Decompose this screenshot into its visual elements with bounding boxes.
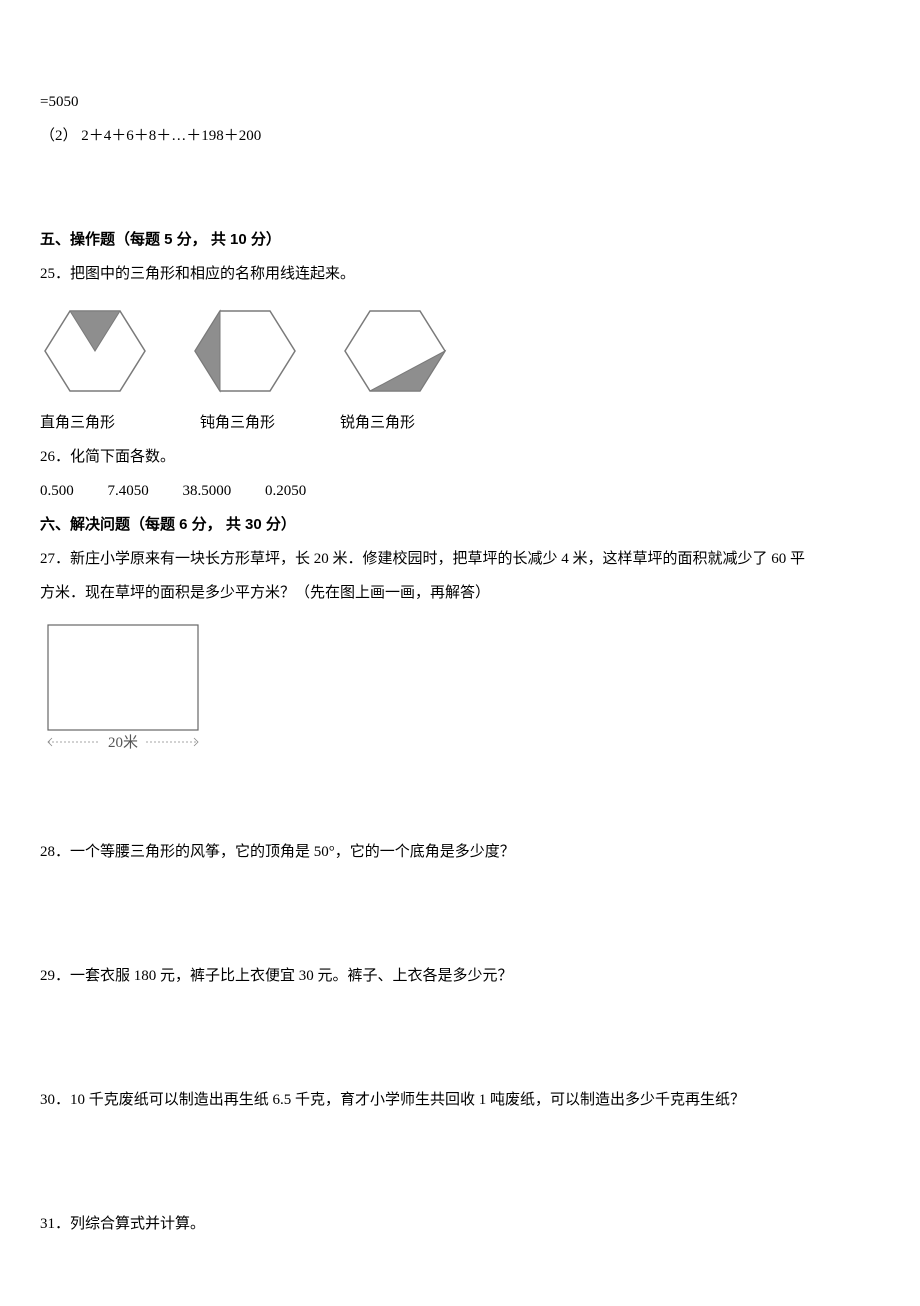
hexagon-figure-1 [40, 301, 150, 401]
question-27-line2: 方米．现在草坪的面积是多少平方米？（先在图上画一画，再解答） [40, 581, 880, 605]
rectangle-figure: 20米 [40, 620, 880, 755]
question-25: 25．把图中的三角形和相应的名称用线连起来。 [40, 262, 880, 286]
question-26: 26．化简下面各数。 [40, 445, 880, 469]
hexagon-figure-2 [190, 301, 300, 401]
hexagon-figures-row [40, 301, 880, 401]
question-30: 30．10 千克废纸可以制造出再生纸 6.5 千克，育才小学师生共回收 1 吨废… [40, 1088, 880, 1112]
section5-header: 五、操作题（每题 5 分， 共 10 分） [40, 228, 880, 252]
sub-expression: （2） 2＋4＋6＋8＋…＋198＋200 [40, 124, 880, 148]
label-right-triangle: 直角三角形 [40, 411, 160, 435]
section6-header: 六、解决问题（每题 6 分， 共 30 分） [40, 513, 880, 537]
question-28: 28．一个等腰三角形的风筝，它的顶角是 50°，它的一个底角是多少度？ [40, 840, 880, 864]
svg-text:20米: 20米 [108, 734, 138, 751]
question-31: 31．列综合算式并计算。 [40, 1212, 880, 1236]
triangle-labels-row: 直角三角形 钝角三角形 锐角三角形 [40, 411, 880, 435]
hexagon-figure-3 [340, 301, 450, 401]
equation-result: =5050 [40, 90, 880, 114]
question-29: 29．一套衣服 180 元，裤子比上衣便宜 30 元。裤子、上衣各是多少元？ [40, 964, 880, 988]
label-acute-triangle: 锐角三角形 [340, 411, 450, 435]
question-27-line1: 27．新庄小学原来有一块长方形草坪，长 20 米．修建校园时，把草坪的长减少 4… [40, 547, 880, 571]
label-obtuse-triangle: 钝角三角形 [200, 411, 310, 435]
simplify-n3: 38.5000 [183, 483, 232, 499]
simplify-numbers-row: 0.500 7.4050 38.5000 0.2050 [40, 479, 880, 503]
simplify-n2: 7.4050 [108, 483, 149, 499]
simplify-n4: 0.2050 [265, 483, 306, 499]
simplify-n1: 0.500 [40, 483, 74, 499]
